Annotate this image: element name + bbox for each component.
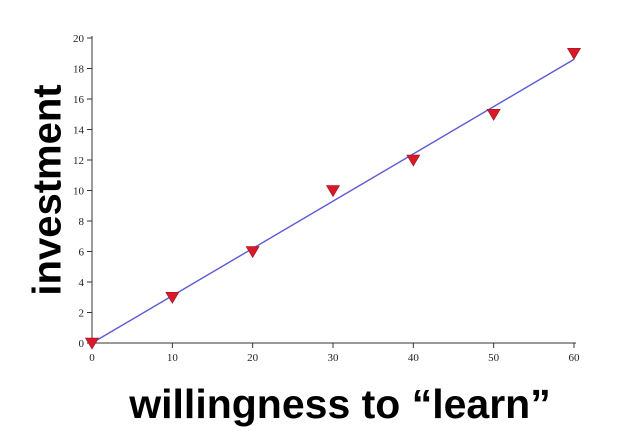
- x-tick-label: 20: [247, 352, 259, 364]
- data-point: [325, 185, 341, 198]
- y-axis: 0 2 4 6 8 10 12 14 16 18 20: [73, 33, 93, 350]
- y-tick-label: 8: [79, 216, 85, 228]
- data-point: [486, 108, 501, 121]
- y-tick-label: 4: [79, 277, 85, 289]
- data-point: [406, 154, 421, 167]
- y-tick-label: 2: [79, 308, 85, 320]
- x-tick-label: 60: [569, 352, 581, 364]
- x-tick-label: 50: [488, 352, 500, 364]
- x-axis: 0 10 20 30 40 50 60: [89, 342, 581, 364]
- y-axis-title: investment: [26, 84, 70, 295]
- y-tick-label: 10: [73, 186, 85, 198]
- x-tick-label: 30: [328, 352, 340, 364]
- x-axis-title: willingness to “learn”: [128, 381, 550, 427]
- y-tick-label: 14: [73, 125, 85, 137]
- data-point: [165, 291, 180, 304]
- y-tick-label: 6: [79, 247, 85, 259]
- x-tick-label: 40: [408, 352, 420, 364]
- fit-line-layer: [91, 58, 575, 344]
- x-tick-label: 0: [89, 352, 95, 364]
- data-point: [245, 246, 260, 259]
- y-tick-label: 12: [73, 155, 84, 167]
- y-tick-label: 18: [73, 64, 85, 76]
- y-tick-label: 0: [79, 338, 85, 350]
- trend-line: [91, 58, 575, 344]
- y-tick-label: 20: [73, 33, 85, 45]
- y-tick-label: 16: [73, 94, 85, 106]
- data-point: [84, 337, 100, 350]
- data-points-layer: [84, 47, 582, 350]
- data-point: [566, 47, 582, 60]
- x-tick-label: 10: [167, 352, 179, 364]
